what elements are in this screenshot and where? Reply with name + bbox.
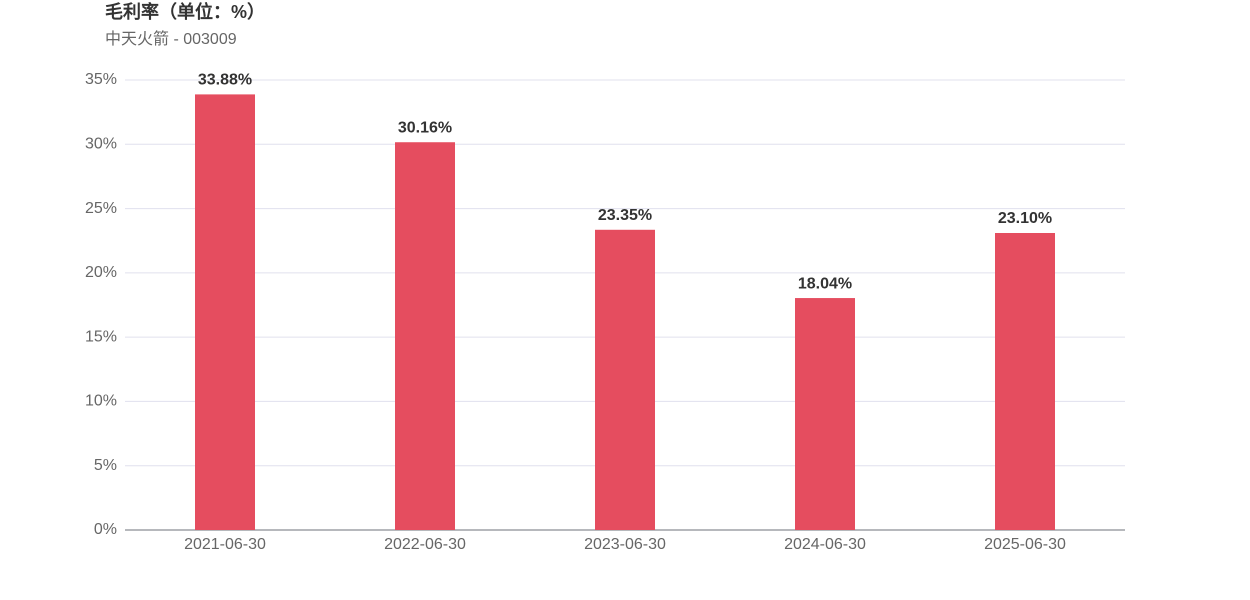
x-tick-label: 2024-06-30 <box>784 536 866 553</box>
x-tick-label: 2023-06-30 <box>584 536 666 553</box>
value-label: 23.35% <box>598 207 652 224</box>
y-tick-label: 5% <box>94 457 117 474</box>
chart-title: 毛利率（单位：%） <box>105 1 265 22</box>
chart-subtitle: 中天火箭 - 003009 <box>105 29 237 48</box>
x-tick-label: 2025-06-30 <box>984 536 1066 553</box>
bar <box>395 142 455 530</box>
y-tick-label: 15% <box>85 328 117 345</box>
bar <box>595 229 655 531</box>
value-label: 23.10% <box>998 210 1052 227</box>
x-tick-label: 2022-06-30 <box>384 536 466 553</box>
bar <box>995 233 1055 530</box>
y-tick-label: 0% <box>94 521 117 538</box>
y-tick-label: 10% <box>85 393 117 410</box>
bar <box>795 298 855 530</box>
y-tick-label: 20% <box>85 264 117 281</box>
x-tick-label: 2021-06-30 <box>184 536 266 553</box>
y-tick-label: 30% <box>85 136 117 153</box>
value-label: 30.16% <box>398 119 452 136</box>
value-label: 18.04% <box>798 275 852 292</box>
y-tick-label: 35% <box>85 71 117 88</box>
bar <box>195 94 255 531</box>
value-label: 33.88% <box>198 72 252 89</box>
y-tick-label: 25% <box>85 200 117 217</box>
